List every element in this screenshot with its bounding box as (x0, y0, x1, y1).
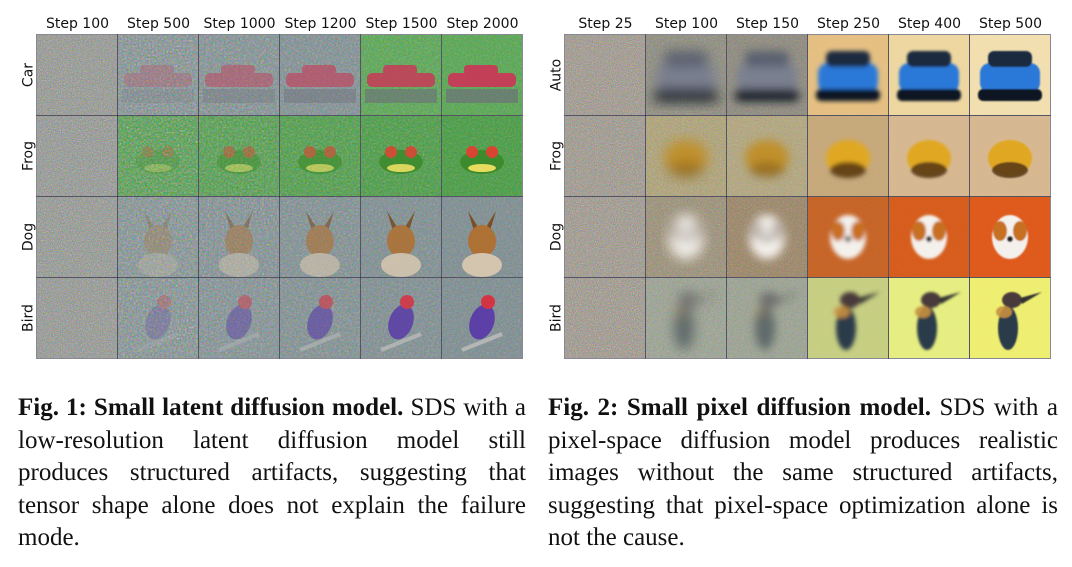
sample-image (726, 34, 808, 116)
sample-image (117, 277, 199, 359)
sample-image (198, 277, 280, 359)
row-label: Dog (20, 222, 37, 252)
sample-image (441, 277, 523, 359)
column-header: Step 100 (654, 16, 719, 32)
row-label: Dog (548, 222, 565, 252)
sample-image (279, 34, 361, 116)
row-label: Car (20, 62, 37, 88)
sample-image (564, 196, 646, 278)
figure-2-caption: Fig. 2: Small pixel diffusion model. SDS… (548, 392, 1058, 555)
sample-image (36, 115, 118, 197)
sample-image (888, 115, 970, 197)
row-label: Frog (20, 141, 37, 171)
row-label: Bird (548, 304, 565, 332)
sample-image (564, 34, 646, 116)
sample-image (645, 115, 727, 197)
sample-image (360, 34, 442, 116)
sample-image (117, 34, 199, 116)
sample-image (279, 277, 361, 359)
column-header: Step 150 (735, 16, 800, 32)
sample-image (441, 196, 523, 278)
sample-image (441, 34, 523, 116)
sample-image (198, 115, 280, 197)
figure-2-image-grid (564, 34, 1051, 359)
caption-title: Fig. 2: Small pixel diffusion model. (548, 394, 931, 421)
sample-image (36, 277, 118, 359)
sample-image (360, 277, 442, 359)
sample-image (279, 115, 361, 197)
column-header: Step 400 (897, 16, 962, 32)
sample-image (807, 115, 889, 197)
row-label: Frog (548, 141, 565, 171)
sample-image (117, 196, 199, 278)
caption-title: Fig. 1: Small latent diffusion model. (18, 394, 404, 421)
sample-image (198, 34, 280, 116)
row-label: Bird (20, 304, 37, 332)
row-label: Auto (548, 58, 565, 92)
sample-image (36, 34, 118, 116)
column-header: Step 2000 (446, 16, 519, 32)
sample-image (726, 196, 808, 278)
sample-image (888, 196, 970, 278)
sample-image (969, 277, 1051, 359)
sample-image (969, 196, 1051, 278)
caption-body: SDS with a low-resolution latent diffusi… (18, 394, 527, 551)
sample-image (888, 34, 970, 116)
figure-1-caption: Fig. 1: Small latent diffusion model. SD… (18, 392, 526, 555)
column-header: Step 25 (578, 16, 633, 32)
figure-1-image-grid (36, 34, 523, 359)
column-header: Step 1500 (365, 16, 438, 32)
sample-image (726, 277, 808, 359)
sample-image (726, 115, 808, 197)
column-header: Step 100 (45, 16, 110, 32)
sample-image (807, 34, 889, 116)
sample-image (279, 196, 361, 278)
sample-image (360, 196, 442, 278)
sample-image (888, 277, 970, 359)
sample-image (807, 196, 889, 278)
sample-image (969, 34, 1051, 116)
sample-image (564, 115, 646, 197)
sample-image (645, 196, 727, 278)
sample-image (360, 115, 442, 197)
sample-image (441, 115, 523, 197)
column-header: Step 500 (978, 16, 1043, 32)
sample-image (645, 34, 727, 116)
column-header: Step 1000 (203, 16, 276, 32)
sample-image (198, 196, 280, 278)
column-header: Step 1200 (284, 16, 357, 32)
sample-image (36, 196, 118, 278)
sample-image (564, 277, 646, 359)
sample-image (645, 277, 727, 359)
sample-image (969, 115, 1051, 197)
column-header: Step 500 (126, 16, 191, 32)
column-header: Step 250 (816, 16, 881, 32)
sample-image (807, 277, 889, 359)
caption-body: SDS with a pixel-space diffusion model p… (548, 394, 1059, 551)
sample-image (117, 115, 199, 197)
